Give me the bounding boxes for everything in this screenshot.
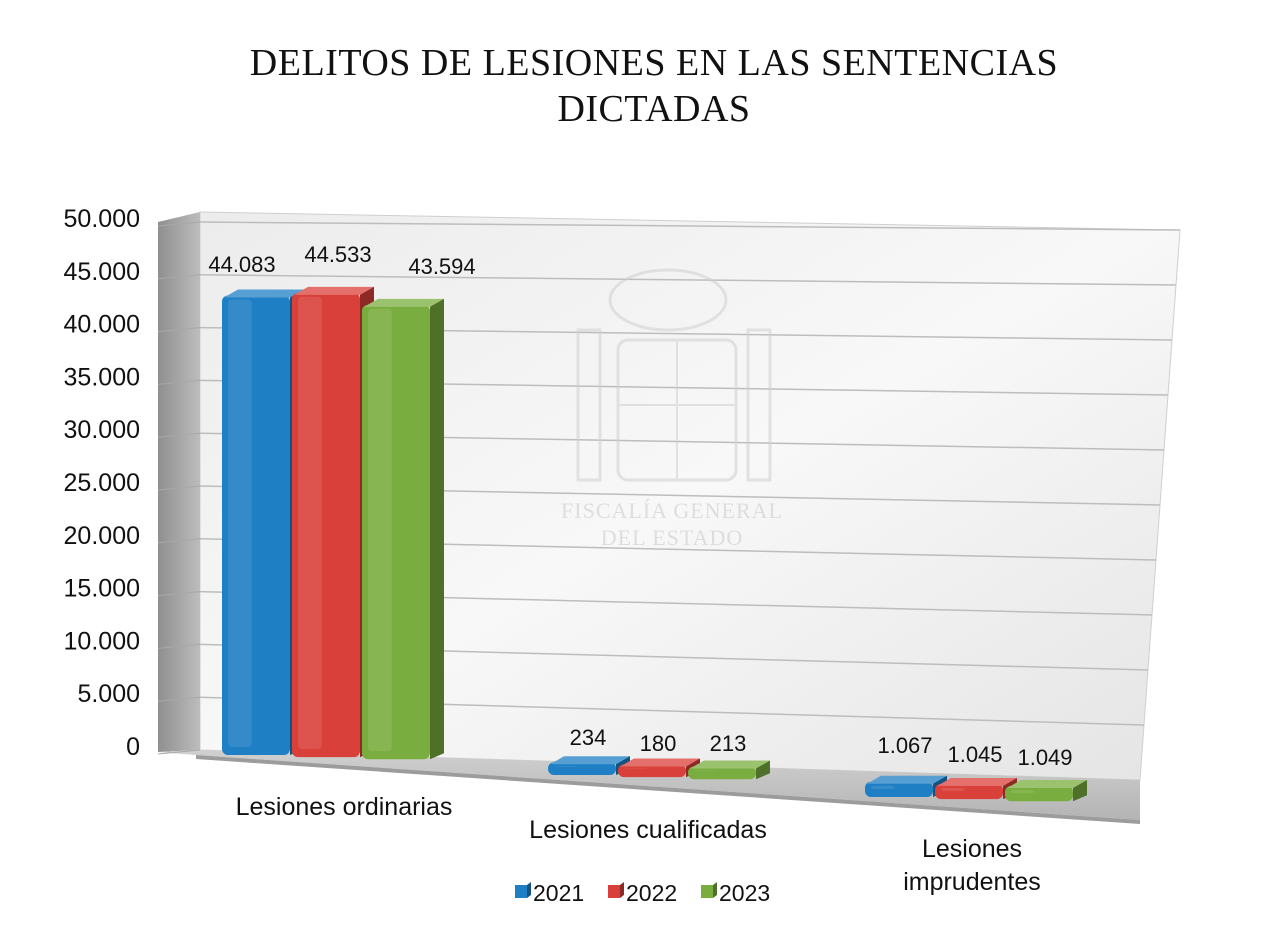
watermark-seal: FISCALÍA GENERAL DEL ESTADO bbox=[561, 268, 783, 550]
chart-title-line-1: DELITOS DE LESIONES EN LAS SENTENCIAS bbox=[249, 42, 1059, 84]
data-label: 44.083 bbox=[208, 252, 275, 277]
y-tick-label: 45.000 bbox=[64, 258, 140, 286]
y-tick-label: 25.000 bbox=[64, 469, 140, 497]
gridline bbox=[199, 274, 1177, 286]
side-gridline bbox=[157, 327, 201, 333]
y-tick-label: 30.000 bbox=[64, 416, 140, 444]
bar-top bbox=[1007, 780, 1087, 789]
bar-top bbox=[867, 775, 947, 784]
chart-title-line-2: DICTADAS bbox=[557, 88, 751, 130]
category-label: Lesiones bbox=[922, 835, 1022, 863]
bar-highlight bbox=[554, 766, 578, 767]
bar-top bbox=[294, 286, 374, 295]
legend-label: 2023 bbox=[719, 880, 770, 906]
side-gridline bbox=[157, 696, 201, 702]
legend-label: 2022 bbox=[626, 880, 677, 906]
bar bbox=[1005, 786, 1073, 802]
bar-highlight bbox=[624, 768, 648, 770]
bar-top bbox=[620, 758, 700, 767]
side-gridline bbox=[157, 274, 201, 280]
y-tick-label: 0 bbox=[126, 733, 140, 761]
bar bbox=[865, 781, 933, 797]
data-labels: 44.083 234 1.067 44.533 180 1.045 43.594 213 1.0… bbox=[208, 242, 1072, 770]
side-gridline bbox=[157, 432, 201, 438]
data-label: 43.594 bbox=[408, 254, 475, 279]
bar bbox=[618, 764, 686, 778]
y-tick-label: 10.000 bbox=[64, 627, 140, 655]
legend-swatch-side bbox=[713, 882, 717, 898]
side-gridline bbox=[157, 538, 201, 544]
y-tick-label: 5.000 bbox=[77, 680, 140, 708]
data-label: 44.533 bbox=[304, 242, 371, 267]
bar-top bbox=[224, 289, 304, 298]
side-gridline bbox=[157, 749, 201, 755]
legend-swatch-side bbox=[527, 882, 531, 898]
y-axis: 0 5.000 10.000 15.000 20.000 25.000 30.000 35.0… bbox=[64, 205, 140, 761]
y-tick-label: 35.000 bbox=[64, 363, 140, 391]
category-label: imprudentes bbox=[903, 868, 1041, 896]
gridline bbox=[199, 221, 1181, 231]
bar-highlight bbox=[871, 785, 895, 789]
y-tick-label: 40.000 bbox=[64, 311, 140, 339]
side-gridline bbox=[157, 485, 201, 491]
side-gridline bbox=[157, 643, 201, 649]
bar-highlight bbox=[941, 787, 965, 792]
bar-highlight bbox=[368, 308, 392, 752]
bar-side bbox=[430, 298, 444, 760]
bar-top bbox=[364, 298, 444, 307]
side-gridline bbox=[157, 591, 201, 597]
category-label: Lesiones ordinarias bbox=[236, 793, 453, 821]
side-wall bbox=[158, 212, 200, 752]
data-label: 1.045 bbox=[947, 742, 1002, 767]
watermark-line-2: DEL ESTADO bbox=[601, 525, 743, 550]
crown-shape bbox=[608, 268, 728, 332]
legend-swatch bbox=[701, 885, 713, 898]
floor bbox=[158, 750, 1140, 820]
bar bbox=[935, 783, 1003, 800]
bar-highlight bbox=[694, 770, 718, 772]
bar-top bbox=[550, 756, 630, 765]
bar-top bbox=[937, 777, 1017, 786]
legend-swatch-side bbox=[620, 882, 624, 898]
watermark-line-1: FISCALÍA GENERAL bbox=[561, 498, 783, 523]
category-label: Lesiones cualificadas bbox=[529, 816, 767, 844]
pillar-right bbox=[746, 328, 772, 482]
legend-swatch bbox=[608, 885, 620, 898]
bar bbox=[688, 766, 756, 780]
legend-label: 2021 bbox=[533, 880, 584, 906]
data-label: 234 bbox=[570, 725, 607, 750]
bars bbox=[222, 286, 1087, 802]
y-tick-label: 20.000 bbox=[64, 522, 140, 550]
side-gridline bbox=[157, 379, 201, 385]
floor-front-edge bbox=[196, 755, 1140, 824]
bar-top bbox=[690, 760, 770, 769]
data-label: 1.067 bbox=[877, 733, 932, 758]
bar bbox=[548, 762, 616, 775]
side-gridline bbox=[157, 221, 201, 227]
data-label: 180 bbox=[640, 731, 677, 756]
legend: 2021 2022 2023 bbox=[515, 880, 770, 906]
bar-highlight bbox=[298, 296, 322, 750]
legend-swatch bbox=[515, 885, 527, 898]
category-labels: Lesiones ordinarias Lesiones cualificadas… bbox=[236, 793, 1041, 896]
chart-title: DELITOS DE LESIONES EN LAS SENTENCIAS DI… bbox=[0, 40, 1275, 132]
y-tick-label: 15.000 bbox=[64, 575, 140, 603]
data-label: 1.049 bbox=[1017, 745, 1072, 770]
data-label: 213 bbox=[710, 731, 747, 756]
y-tick-label: 50.000 bbox=[64, 205, 140, 233]
pillar-left bbox=[576, 328, 602, 482]
bar-highlight bbox=[228, 299, 252, 747]
bar-highlight bbox=[1011, 790, 1035, 794]
